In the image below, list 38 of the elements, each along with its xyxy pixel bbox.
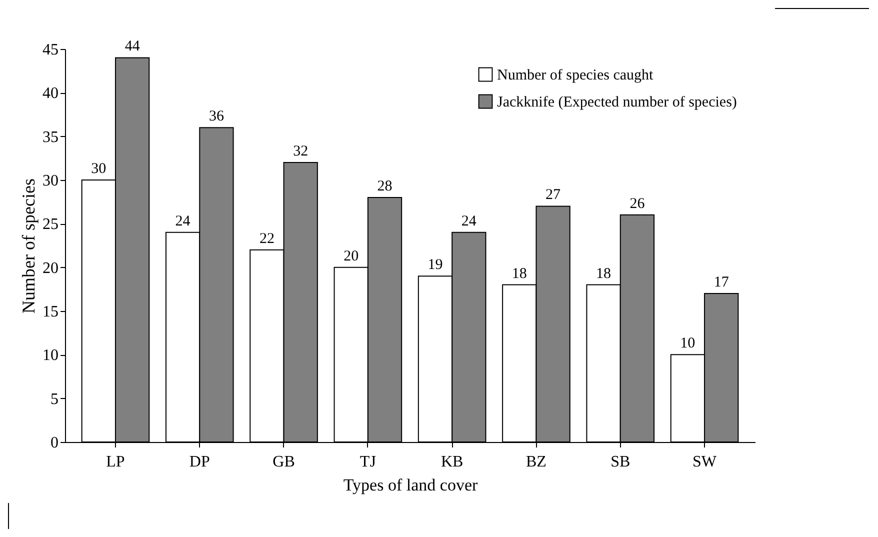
data-label: 30: [91, 161, 106, 177]
data-label: 20: [344, 248, 359, 264]
y-tick-label: 25: [42, 216, 58, 234]
y-tick-label: 30: [42, 172, 58, 190]
y-tick-label: 20: [42, 260, 58, 277]
x-tick-label: DP: [189, 454, 210, 470]
data-label: 44: [124, 38, 140, 55]
x-tick-label: SB: [610, 454, 630, 470]
x-tick-label: KB: [440, 454, 464, 470]
data-label: 27: [546, 187, 562, 204]
data-label: 18: [512, 266, 527, 282]
legend-label: Number of species caught: [497, 68, 654, 84]
y-tick-label: 45: [42, 42, 58, 58]
y-tick-label: 5: [50, 390, 58, 408]
x-tick-label: TJ: [360, 454, 376, 470]
data-label: 28: [377, 178, 392, 194]
data-label: 32: [293, 144, 308, 160]
data-label: 26: [630, 196, 646, 212]
data-label: 10: [680, 336, 696, 352]
y-tick-label: 40: [42, 85, 58, 102]
y-tick-label: 10: [42, 347, 58, 364]
data-label: 17: [714, 274, 730, 291]
y-axis-title: Number of species: [18, 178, 38, 314]
y-tick-label: 0: [50, 434, 58, 452]
data-label: 22: [259, 230, 274, 247]
x-axis-title: Types of land cover: [343, 476, 478, 494]
x-tick-label: GB: [272, 454, 295, 470]
x-tick-label: BZ: [526, 454, 546, 470]
legend-label: Jackknife (Expected number of species): [497, 94, 737, 110]
data-label: 24: [175, 213, 191, 230]
data-label: 18: [596, 266, 612, 282]
data-label: 24: [461, 213, 477, 230]
x-tick-label: SW: [692, 454, 718, 470]
y-tick-label: 15: [42, 304, 58, 320]
y-tick-label: 35: [42, 128, 58, 146]
data-label: 19: [428, 257, 443, 274]
data-label: 36: [208, 108, 224, 125]
x-tick-label: LP: [106, 454, 125, 470]
